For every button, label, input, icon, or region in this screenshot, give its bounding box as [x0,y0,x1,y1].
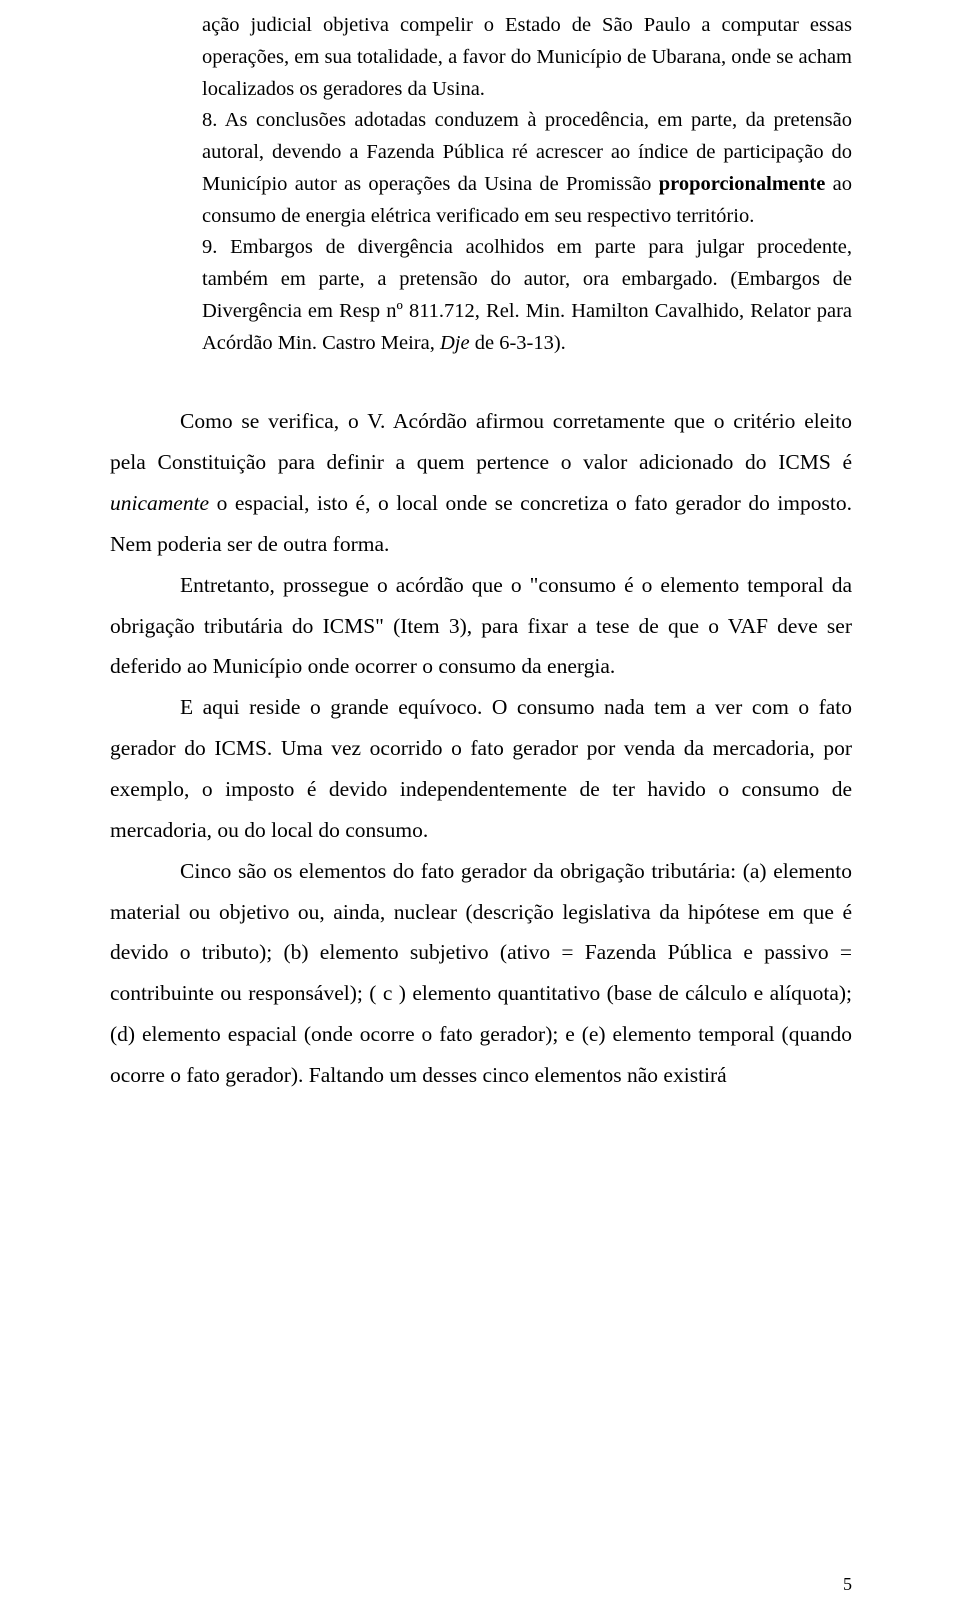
document-page: ação judicial objetiva compelir o Estado… [0,0,960,1617]
quote-paragraph-3: 9. Embargos de divergência acolhidos em … [202,232,852,359]
quote-p3-italic: Dje [440,332,470,354]
page-number: 5 [843,1574,852,1595]
body-paragraph-1: Como se verifica, o V. Acórdão afirmou c… [110,401,852,564]
quote-paragraph-2: 8. As conclusões adotadas conduzem à pro… [202,105,852,232]
body-paragraph-2: Entretanto, prossegue o acórdão que o "c… [110,565,852,688]
body-p1-pre: Como se verifica, o V. Acórdão afirmou c… [110,409,852,474]
body-paragraph-4: Cinco são os elementos do fato gerador d… [110,851,852,1096]
body-p1-italic: unicamente [110,491,209,515]
quote-p1-text: ação judicial objetiva compelir o Estado… [202,14,852,100]
body-paragraph-3: E aqui reside o grande equívoco. O consu… [110,687,852,850]
block-quote: ação judicial objetiva compelir o Estado… [202,10,852,359]
quote-paragraph-1: ação judicial objetiva compelir o Estado… [202,10,852,105]
quote-p3-post: de 6-3-13). [470,332,566,354]
body-p1-post: o espacial, isto é, o local onde se conc… [110,491,852,556]
quote-p2-bold: proporcionalmente [659,173,826,195]
main-body: Como se verifica, o V. Acórdão afirmou c… [110,401,852,1095]
